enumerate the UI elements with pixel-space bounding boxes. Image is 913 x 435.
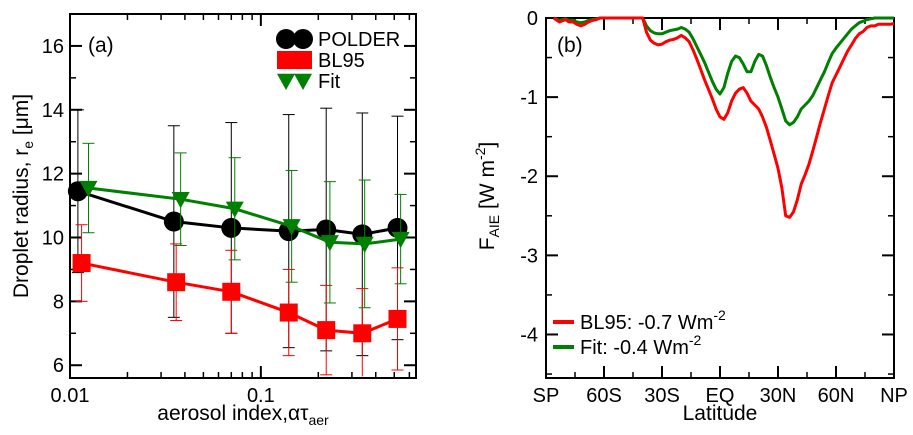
panel-b-x-axis-label: Latitude [683,402,758,425]
legend-marker-bl95 [294,51,312,69]
panel-a-y-axis-label-main: Droplet radius, r [10,149,33,298]
panel-b-x-tick-label: EQ [706,385,735,407]
series-line-bl95 [552,16,895,219]
data-point-bl95 [388,309,407,328]
legend-unit-exponent-fit: -2 [689,332,702,348]
data-point-bl95 [279,303,298,322]
legend-value-bl95: : -0.7 Wm [627,312,714,334]
panel-a-label: (a) [88,34,114,57]
legend-marker-fit [277,73,295,90]
data-point-bl95 [317,321,336,340]
legend-marker-polder [293,29,313,49]
legend-label-fit: Fit [318,71,341,93]
data-point-fit [391,231,410,249]
data-point-fit [320,235,339,252]
panel-b-y-axis-label-sub: AIE [486,215,502,238]
data-point-bl95 [353,324,372,343]
panel-b-y-tick-label: 0 [527,8,538,30]
legend-marker-polder [276,29,296,49]
legend-label-bl95: BL95 [318,50,365,72]
panel-a-y-tick-label: 16 [42,36,64,58]
data-point-bl95 [72,254,91,273]
panel-b-y-axis-label-close: ] [476,142,499,148]
panel-a-y-axis-label: Droplet radius, re [μm] [10,94,36,298]
panel-b-y-tick-label: -2 [520,166,538,188]
panel-a-x-tick-label: 0.01 [51,385,90,407]
panel-a-y-axis-label-sub: e [20,141,36,149]
panel-a-y-tick-label: 10 [42,228,64,250]
panel-b-label: (b) [557,34,583,57]
panel-a-x-axis-label-main: aerosol index,ατ [157,402,309,425]
data-point-polder [316,219,337,240]
panel-a-y-tick-label: 6 [53,355,64,377]
panel-b-y-tick-label: -1 [520,87,538,109]
data-point-bl95 [222,282,241,301]
panel-b-x-tick-label: 30N [760,385,797,407]
panel-a-y-tick-label: 8 [53,291,64,313]
panel-a-x-tick-label: 0.1 [247,385,275,407]
panel-b-marks [552,16,895,219]
data-point-fit [79,180,98,198]
panel-a-marks [67,107,410,377]
panel-a-y-tick-label: 14 [42,100,64,122]
panel-b-x-tick-label: SP [533,385,560,407]
panel-a-ticks: 6 8 10 12 14 16 0.01 0.1 [42,13,416,407]
data-point-fit [282,219,301,236]
panel-a-y-tick-label: 12 [42,164,64,186]
legend-marker-fit [294,73,312,90]
legend-label-fit: Fit: -0.4 Wm-2 [580,332,702,359]
data-point-bl95 [167,273,186,292]
legend-label-polder: POLDER [318,29,400,51]
legend-label-bl95: BL95: -0.7 Wm-2 [580,307,726,334]
panel-b-y-tick-label: -3 [520,245,538,267]
panel-b-x-tick-label: 60S [586,385,622,407]
legend-name-fit: Fit [580,337,603,359]
panel-a-y-axis-label-unit: [μm] [10,94,33,141]
series-line-fit [553,16,894,127]
legend-marker-bl95 [277,51,295,69]
data-point-fit [171,191,190,209]
data-point-polder [221,217,242,238]
legend-name-bl95: BL95 [580,312,627,334]
data-point-fit [355,236,374,253]
legend-value-fit: : -0.4 Wm [602,337,689,359]
panel-b: 0-1-2-3-4SP 60S 30S EQ 30N 60N NP (b) BL95: -0… [472,8,908,425]
panel-b-y-axis-label-main: F [476,237,499,250]
panel-b-x-tick-label: NP [880,385,908,407]
panel-b-y-axis-label-sup: -2 [472,147,488,160]
panel-b-y-tick-label: -4 [520,324,538,346]
data-point-fit [225,201,244,218]
panel-b-ticks: 0 -1 -2 -3 -4 SP 60S 30S EQ 30N 60N NP [520,8,908,407]
panel-b-x-tick-label: 30S [644,385,680,407]
panel-b-x-tick-label: 60N [818,385,855,407]
panel-b-y-axis-label-unit: [W m [476,160,499,215]
panel-a-x-axis-label-sub: aer [308,412,329,428]
data-point-polder [163,211,184,232]
panel-a-x-axis-label: aerosol index,ατaer [157,402,329,428]
panel-b-y-axis-label: FAIE [W m-2] [472,142,502,251]
legend-unit-exponent-bl95: -2 [713,307,726,323]
